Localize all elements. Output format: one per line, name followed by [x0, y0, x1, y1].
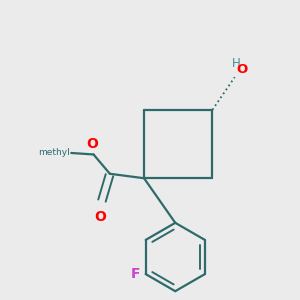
- Text: O: O: [86, 137, 98, 151]
- Text: O: O: [94, 210, 106, 224]
- Text: methyl: methyl: [38, 148, 70, 158]
- Text: H: H: [232, 57, 241, 70]
- Text: O: O: [236, 63, 248, 76]
- Text: F: F: [131, 267, 140, 281]
